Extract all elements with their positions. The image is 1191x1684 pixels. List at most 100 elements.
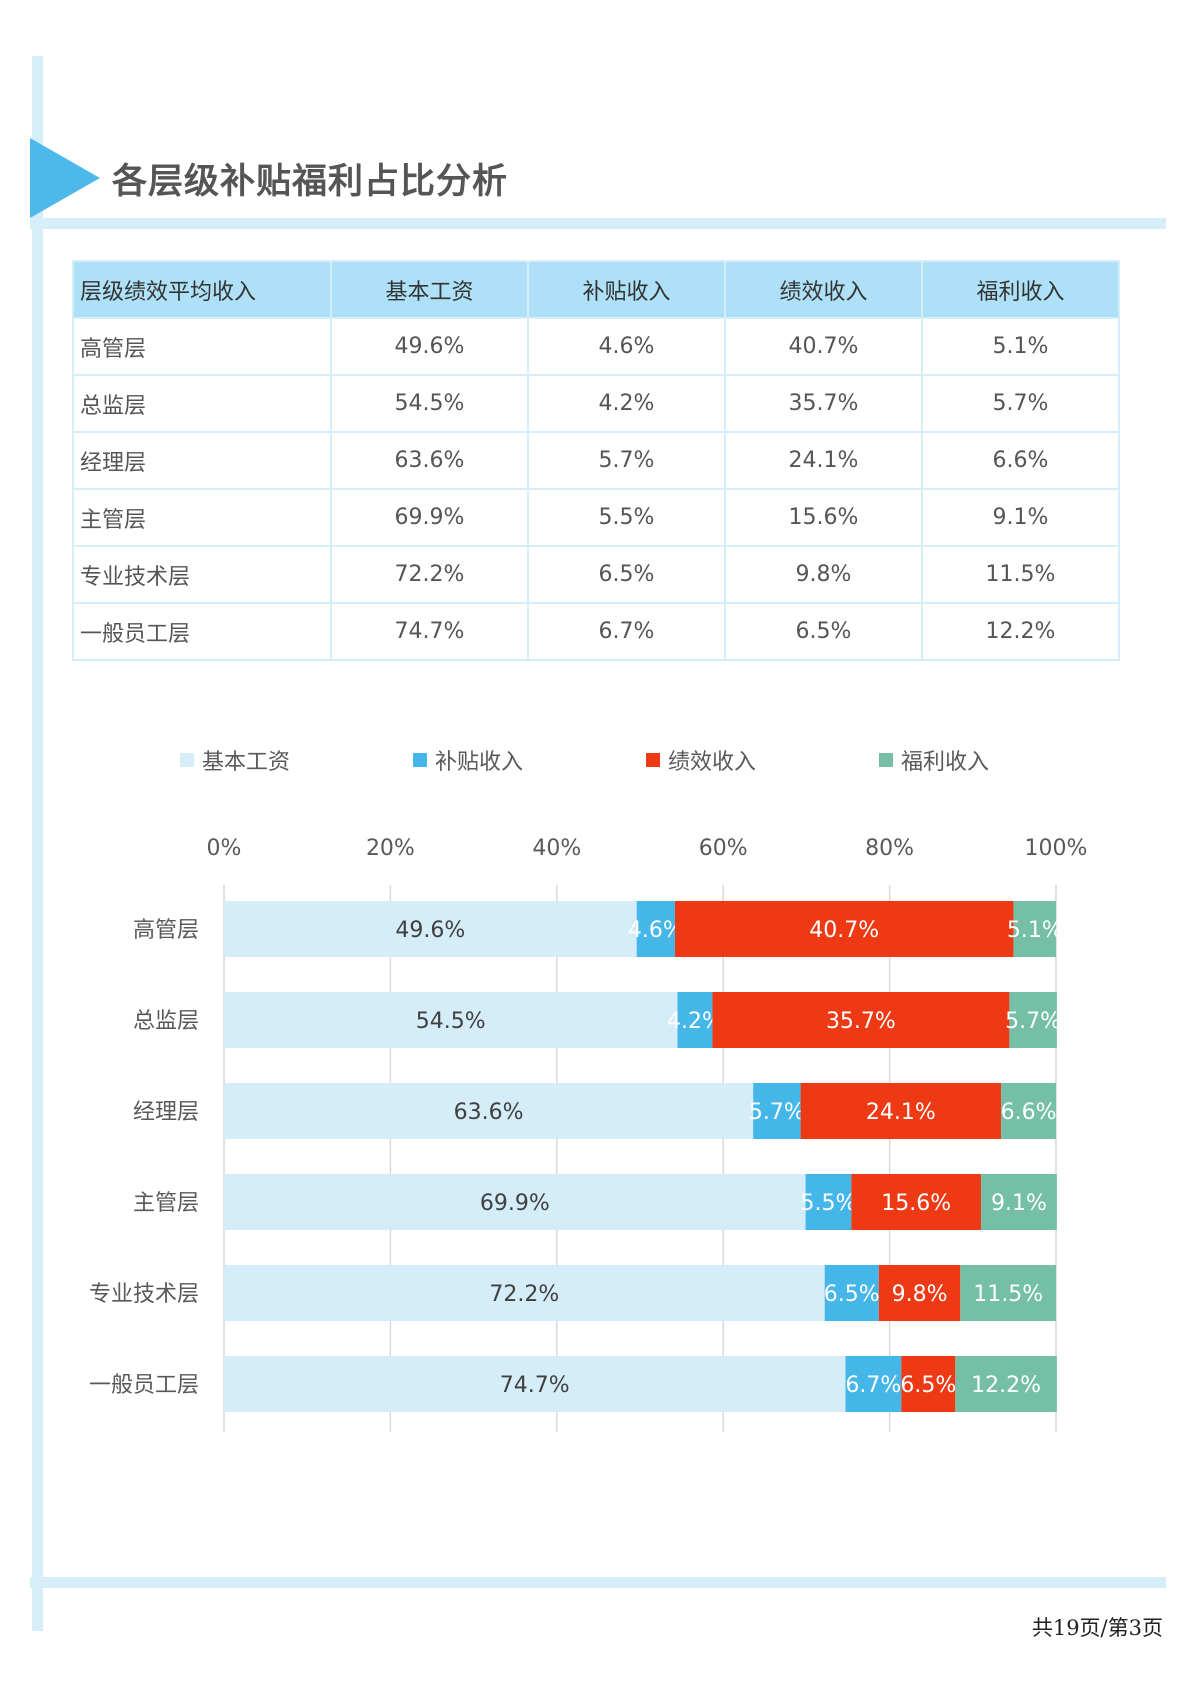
data-label: 69.9%: [480, 1191, 550, 1216]
table-cell: 6.6%: [921, 431, 1120, 490]
bar-segment: [224, 901, 637, 957]
table-cell: 5.1%: [921, 317, 1120, 376]
left-accent-bar: [32, 56, 43, 1631]
y-tick-label: 专业技术层: [89, 1282, 199, 1307]
bar-segment: [1013, 901, 1056, 957]
y-tick-label: 经理层: [133, 1100, 199, 1125]
data-label: 9.8%: [892, 1282, 948, 1307]
bar-segment: [960, 1265, 1056, 1321]
legend-item: 补贴收入: [413, 744, 523, 776]
bar-segment: [981, 1174, 1057, 1230]
bar-segment: [712, 992, 1010, 1048]
bar-segment: [805, 1174, 852, 1230]
table-cell: 6.5%: [724, 602, 923, 661]
table-cell: 5.7%: [527, 431, 726, 490]
table-cell: 54.5%: [330, 374, 529, 433]
bar-segment: [901, 1356, 956, 1412]
page-title: 各层级补贴福利占比分析: [112, 162, 509, 202]
y-tick-label: 总监层: [133, 1009, 199, 1034]
bar-segment: [824, 1265, 879, 1321]
bar-segment: [851, 1174, 982, 1230]
legend-item: 福利收入: [879, 744, 989, 776]
table-row: 经理层 63.6% 5.7% 24.1% 6.6%: [72, 431, 1120, 490]
legend-item: 基本工资: [180, 744, 290, 776]
table-cell: 高管层: [72, 317, 332, 376]
x-tick-label: 20%: [366, 836, 415, 861]
bar-segment: [753, 1083, 801, 1139]
data-label: 11.5%: [973, 1282, 1043, 1307]
data-label: 5.7%: [749, 1100, 805, 1125]
table-cell: 24.1%: [724, 431, 923, 490]
table-header-cell: 福利收入: [921, 260, 1120, 319]
table-row: 总监层 54.5% 4.2% 35.7% 5.7%: [72, 374, 1120, 433]
table-cell: 40.7%: [724, 317, 923, 376]
legend-label: 基本工资: [202, 750, 291, 775]
table-cell: 74.7%: [330, 602, 529, 661]
table-row: 主管层 69.9% 5.5% 15.6% 9.1%: [72, 488, 1120, 547]
table-cell: 49.6%: [330, 317, 529, 376]
bar-segment: [1009, 992, 1057, 1048]
data-label: 9.1%: [991, 1191, 1047, 1216]
bar-segment: [224, 1083, 754, 1139]
table-header-cell: 层级绩效平均收入: [72, 260, 332, 319]
y-tick-label: 一般员工层: [89, 1373, 199, 1398]
page-number: 共19页/第3页: [1031, 1616, 1163, 1640]
table-row: 高管层 49.6% 4.6% 40.7% 5.1%: [72, 317, 1120, 376]
table-header-cell: 补贴收入: [527, 260, 726, 319]
table-cell: 72.2%: [330, 545, 529, 604]
data-label: 6.5%: [824, 1282, 880, 1307]
table-cell: 主管层: [72, 488, 332, 547]
bar-segment: [955, 1356, 1057, 1412]
table-cell: 9.1%: [921, 488, 1120, 547]
legend-swatch: [180, 753, 194, 767]
data-label: 24.1%: [866, 1100, 936, 1125]
bar-segment: [636, 901, 675, 957]
data-label: 63.6%: [454, 1100, 524, 1125]
data-label: 49.6%: [395, 918, 465, 943]
table-row: 一般员工层 74.7% 6.7% 6.5% 12.2%: [72, 602, 1120, 661]
table-cell: 63.6%: [330, 431, 529, 490]
table-cell: 15.6%: [724, 488, 923, 547]
data-label: 5.7%: [1005, 1009, 1061, 1034]
chart-legend: 基本工资 补贴收入 绩效收入 福利收入: [180, 744, 1080, 776]
bar-segment: [878, 1265, 961, 1321]
table-cell: 4.2%: [527, 374, 726, 433]
x-tick-label: 60%: [699, 836, 748, 861]
data-label: 74.7%: [500, 1373, 570, 1398]
bar-segment: [845, 1356, 902, 1412]
data-label: 6.6%: [1001, 1100, 1057, 1125]
x-tick-label: 0%: [207, 836, 242, 861]
bar-segment: [224, 992, 678, 1048]
table-cell: 5.7%: [921, 374, 1120, 433]
income-table: 层级绩效平均收入 基本工资 补贴收入 绩效收入 福利收入 高管层 49.6% 4…: [72, 260, 1120, 661]
data-label: 6.5%: [900, 1373, 956, 1398]
data-label: 15.6%: [881, 1191, 951, 1216]
table-header-cell: 绩效收入: [724, 260, 923, 319]
table-cell: 4.6%: [527, 317, 726, 376]
y-tick-label: 主管层: [133, 1191, 199, 1216]
table-cell: 11.5%: [921, 545, 1120, 604]
data-label: 5.1%: [1007, 918, 1063, 943]
bar-segment: [677, 992, 713, 1048]
legend-label: 绩效收入: [668, 750, 757, 775]
table-cell: 6.5%: [527, 545, 726, 604]
data-label: 5.5%: [800, 1191, 856, 1216]
legend-item: 绩效收入: [646, 744, 756, 776]
bar-segment: [674, 901, 1014, 957]
footer-divider: [30, 1577, 1166, 1588]
table-row: 专业技术层 72.2% 6.5% 9.8% 11.5%: [72, 545, 1120, 604]
table-cell: 一般员工层: [72, 602, 332, 661]
x-tick-label: 80%: [865, 836, 914, 861]
bar-segment: [1001, 1083, 1056, 1139]
legend-label: 福利收入: [901, 750, 990, 775]
bar-segment: [224, 1174, 806, 1230]
bar-segment: [800, 1083, 1002, 1139]
bar-segment: [224, 1356, 846, 1412]
x-tick-label: 40%: [532, 836, 581, 861]
data-label: 54.5%: [416, 1009, 486, 1034]
table-header-cell: 基本工资: [330, 260, 529, 319]
table-cell: 经理层: [72, 431, 332, 490]
header-divider: [30, 218, 1166, 229]
data-label: 40.7%: [809, 918, 879, 943]
